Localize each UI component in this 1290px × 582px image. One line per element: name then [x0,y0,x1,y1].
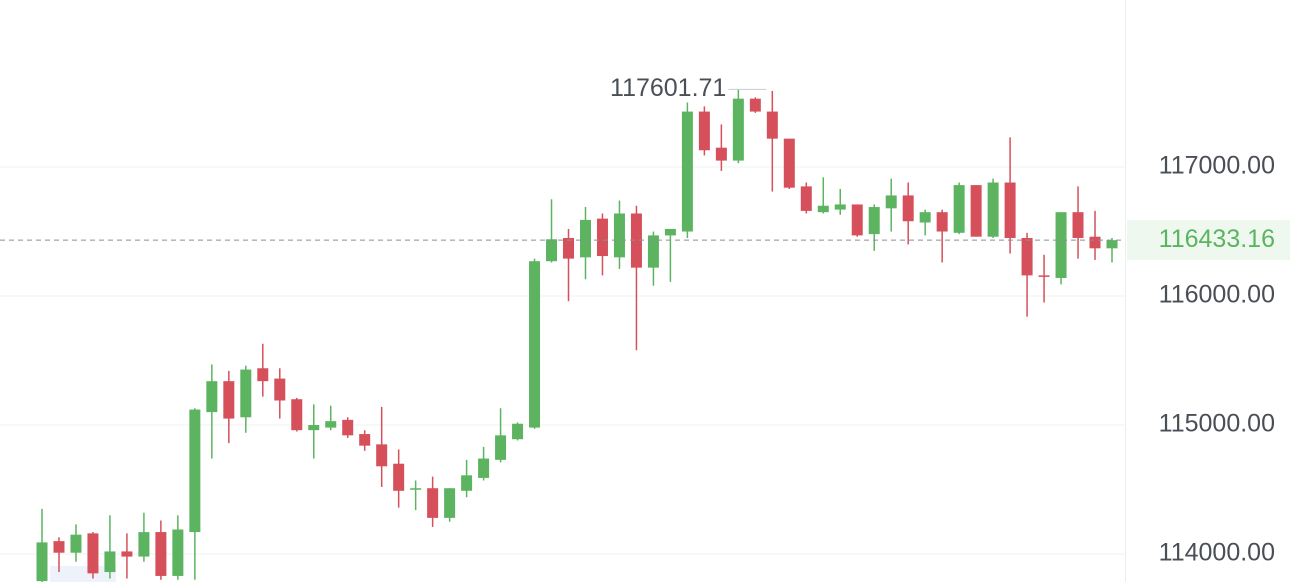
candle-body [274,378,286,401]
candle-body [155,532,167,576]
candle-body [902,195,914,222]
candle-body [495,435,507,460]
candle-body [596,218,608,257]
candle-body [834,204,846,210]
candle-body [647,235,659,268]
candle-body [817,205,829,213]
candle-body [1021,237,1033,276]
marker-badge [50,566,116,582]
candle-body [87,533,99,574]
candle-body [104,551,116,573]
candle-body [851,204,863,236]
candle-body [970,185,982,237]
candle-body [953,185,965,233]
candle-body [749,98,761,112]
candle-body [36,542,48,582]
candle-body [732,98,744,161]
candle-body [257,368,269,382]
candle-body [987,182,999,237]
candle-body [138,532,150,557]
candle-body [529,261,541,428]
candle-body [70,534,82,553]
candle-body [240,369,252,418]
y-tick-label: 115000.00 [1159,410,1275,438]
candle-body [206,381,218,413]
candle-body [342,419,354,436]
candle-body [172,529,184,576]
candle-body [1004,182,1016,238]
candle-body [766,111,778,139]
candle-body [189,409,201,533]
candle-body [868,207,880,235]
candle-body [546,239,558,262]
candle-body [444,488,456,518]
candle-body [308,425,320,431]
candle-body [630,213,642,268]
candle-body [325,421,337,428]
y-tick-label: 116000.00 [1159,281,1275,309]
max-label: 117601.71 [610,74,726,102]
candle-body [613,213,625,258]
candle-body [1038,275,1050,277]
y-tick-label: 114000.00 [1159,539,1275,567]
candle-body [393,463,405,491]
candle-body [664,228,676,236]
candle-body [291,399,303,431]
candle-body [698,111,710,151]
candle-body [715,147,727,161]
candle-body [121,551,133,557]
candle-body [1089,236,1101,249]
candle-body [1072,212,1084,238]
y-tick-label: 117000.00 [1159,152,1275,180]
candle-body [579,219,591,258]
candle-body [359,434,371,446]
candle-body [681,111,693,232]
candle-body [1106,240,1118,249]
last-price-label: 116433.16 [1159,225,1275,253]
candle-body [478,458,490,478]
last-price-bg [1127,220,1290,261]
candle-body [461,475,473,491]
candle-body [376,444,388,467]
candle-body [1055,212,1067,278]
candle-body [919,212,931,223]
candle-body [53,541,65,553]
candle-body [783,138,795,188]
candle-body [800,186,812,211]
candle-body [427,488,439,518]
candle-body [410,488,422,490]
candle-body [936,212,948,232]
candle-body [563,237,575,259]
candle-body [223,381,235,419]
candle-body [512,423,524,440]
candle-body [885,195,897,209]
